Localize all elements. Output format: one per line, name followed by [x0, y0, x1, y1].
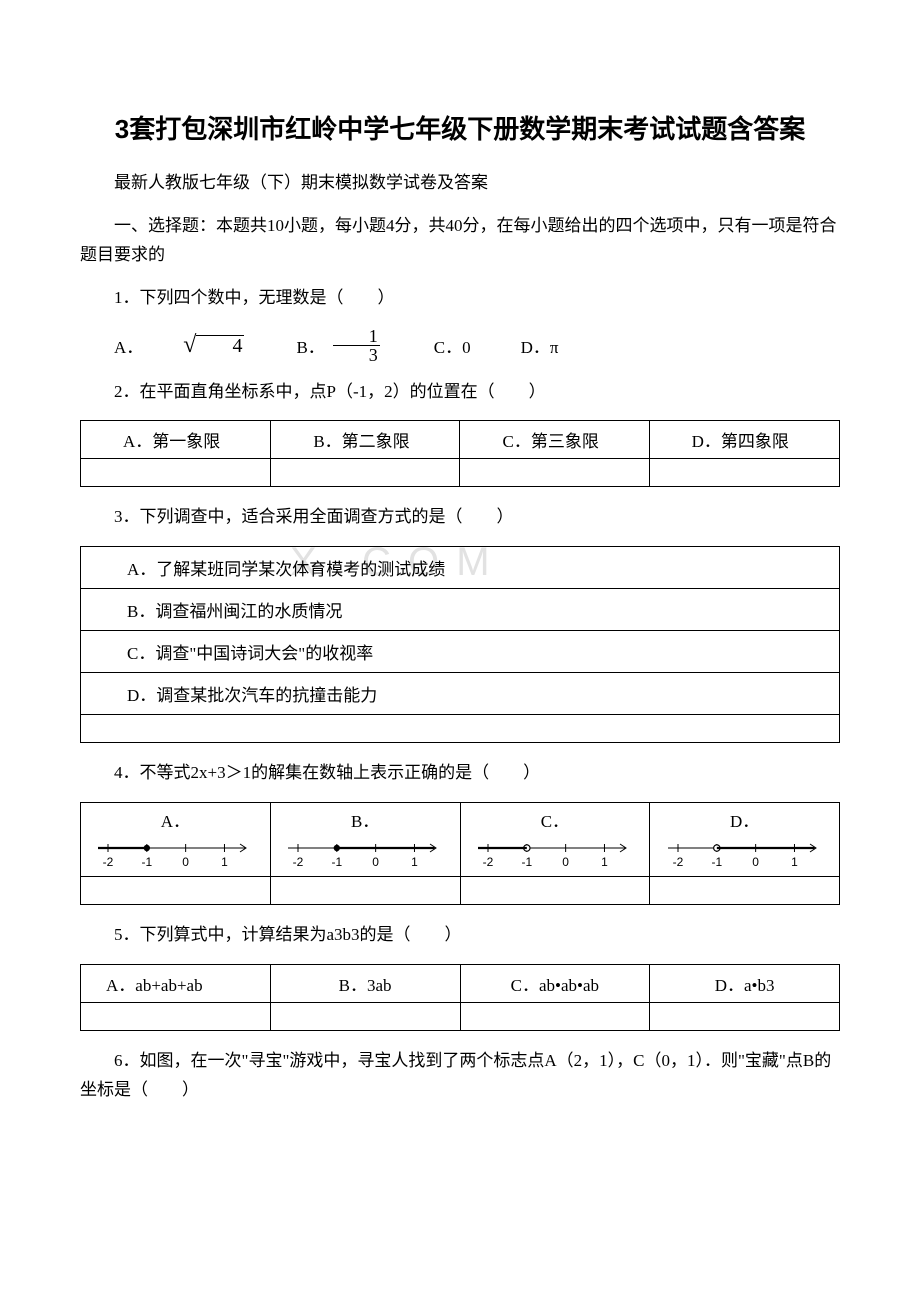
q1-options: A． √4 B． 1 3 C．0 D．π — [80, 327, 840, 364]
q3-options-table: A．了解某班同学某次体育模考的测试成绩 B．调查福州闽江的水质情况 C．调查"中… — [80, 546, 840, 743]
q5-stem: 5．下列算式中，计算结果为a3b3的是（ ） — [80, 921, 840, 950]
q1-optB-label: B． — [262, 333, 324, 358]
numberline-A: -2 -1 0 1 — [90, 832, 260, 872]
q3-optA: A．了解某班同学某次体育模考的测试成绩 — [81, 547, 840, 589]
q4-stem: 4．不等式2x+3＞1的解集在数轴上表示正确的是（ ） — [80, 759, 840, 788]
svg-text:-1: -1 — [142, 855, 153, 869]
svg-text:1: 1 — [411, 855, 418, 869]
q1-stem: 1．下列四个数中，无理数是（ ） — [80, 284, 840, 313]
svg-text:-2: -2 — [293, 855, 304, 869]
q2-stem: 2．在平面直角坐标系中，点P（-1，2）的位置在（ ） — [80, 378, 840, 407]
q2-optD: D．第四象限 — [649, 421, 839, 459]
q1-optD: D．π — [487, 333, 559, 358]
q5-options-table: A．ab+ab+ab B．3ab C．ab•ab•ab D．a•b3 — [80, 964, 840, 1031]
numberline-C: -2 -1 0 1 — [470, 832, 640, 872]
svg-text:1: 1 — [791, 855, 798, 869]
q4-optC: C． -2-101 — [460, 803, 650, 877]
section-heading: 一、选择题：本题共10小题，每小题4分，共40分，在每小题给出的四个选项中，只有… — [80, 212, 840, 270]
svg-text:0: 0 — [752, 855, 759, 869]
page-title: 3套打包深圳市红岭中学七年级下册数学期末考试试题含答案 — [80, 110, 840, 149]
q4-optD: D． -2-101 — [650, 803, 840, 877]
svg-text:0: 0 — [562, 855, 569, 869]
q4-optA: A． -2-101 — [81, 803, 271, 877]
q3-stem: 3．下列调查中，适合采用全面调查方式的是（ ） — [80, 503, 840, 532]
q3-optC: C．调查"中国诗词大会"的收视率 — [81, 631, 840, 673]
q1-optA-label: A． — [80, 333, 143, 358]
svg-text:-1: -1 — [711, 855, 722, 869]
q5-optA: A．ab+ab+ab — [81, 965, 271, 1003]
q1-optC: C．0 — [400, 333, 471, 358]
svg-text:0: 0 — [183, 855, 190, 869]
numberline-B: -2 -1 0 1 — [280, 832, 450, 872]
svg-text:1: 1 — [222, 855, 229, 869]
q2-optA: A．第一象限 — [81, 421, 271, 459]
svg-text:-1: -1 — [521, 855, 532, 869]
fraction-icon: 1 3 — [333, 327, 380, 364]
sqrt-icon: √4 — [149, 332, 244, 359]
svg-text:-2: -2 — [483, 855, 494, 869]
svg-text:-2: -2 — [103, 855, 114, 869]
q5-optD: D．a•b3 — [650, 965, 840, 1003]
q2-optC: C．第三象限 — [460, 421, 649, 459]
subtitle: 最新人教版七年级（下）期末模拟数学试卷及答案 — [80, 169, 840, 198]
q3-optD: D．调查某批次汽车的抗撞击能力 — [81, 673, 840, 715]
q4-optB: B． -2-101 — [270, 803, 460, 877]
q3-optB: B．调查福州闽江的水质情况 — [81, 589, 840, 631]
q2-optB: B．第二象限 — [271, 421, 460, 459]
q5-optC: C．ab•ab•ab — [460, 965, 650, 1003]
svg-text:1: 1 — [601, 855, 608, 869]
svg-text:-1: -1 — [332, 855, 343, 869]
q5-optB: B．3ab — [270, 965, 460, 1003]
svg-text:0: 0 — [372, 855, 379, 869]
numberline-D: -2 -1 0 1 — [660, 832, 830, 872]
q6-stem: 6．如图，在一次"寻宝"游戏中，寻宝人找到了两个标志点A（2，1），C（0，1）… — [80, 1047, 840, 1105]
svg-text:-2: -2 — [672, 855, 683, 869]
q4-options-table: A． -2-101 B． -2-101 C． -2-101 D． -2-101 — [80, 802, 840, 905]
q2-options-table: A．第一象限 B．第二象限 C．第三象限 D．第四象限 — [80, 420, 840, 487]
